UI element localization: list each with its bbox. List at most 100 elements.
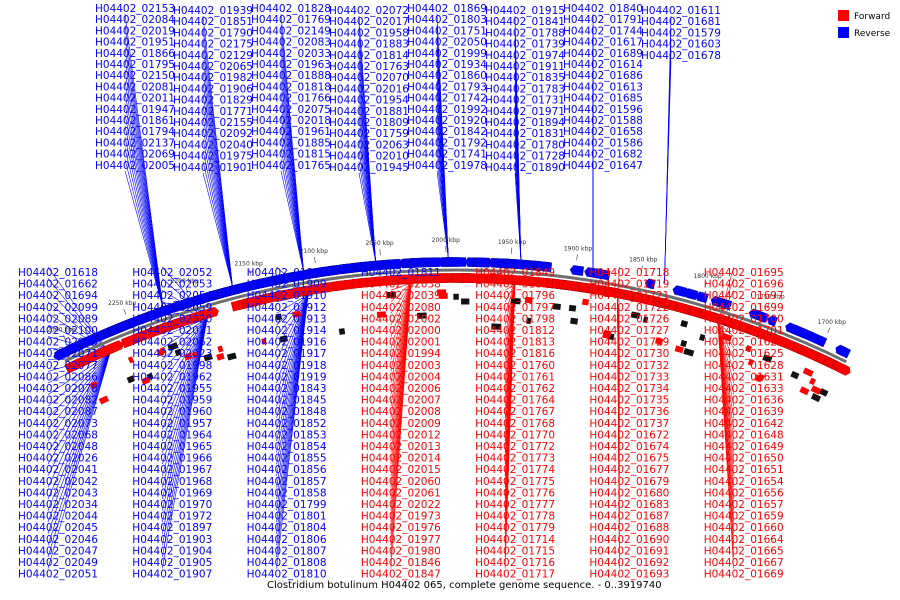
- forward-gene-label: H04402_01654: [704, 476, 784, 488]
- reverse-gene-label: H04402_01961: [251, 126, 331, 138]
- reverse-gene-label: H04402_01835: [485, 72, 565, 84]
- reverse-gene-label: H04402_02083: [251, 37, 331, 49]
- forward-gene-label: H04402_02012: [361, 429, 441, 441]
- reverse-gene-label: H04402_01939: [173, 5, 253, 17]
- forward-gene-label: H04402_01675: [589, 453, 669, 465]
- reverse-gene-label: H04402_01954: [329, 95, 409, 107]
- marker-shape: [680, 339, 688, 348]
- forward-gene-label: H04402_02007: [361, 395, 441, 407]
- scale-tick-mark: [314, 256, 316, 263]
- forward-gene-label: H04402_01714: [475, 534, 555, 546]
- reverse-gene-arrow-shape: [478, 257, 489, 268]
- reverse-gene-label: H04402_01689: [563, 48, 643, 60]
- reverse-gene-label: H04402_01808: [247, 557, 327, 569]
- scale-tick-label: 1900 kbp: [564, 245, 592, 252]
- forward-gene-label: H04402_01660: [704, 522, 784, 534]
- reverse-gene-leader-line: [124, 137, 164, 308]
- legend: Forward Reverse: [838, 10, 891, 39]
- legend-swatch-forward: [838, 10, 849, 21]
- reverse-gene-label: H04402_01911: [485, 61, 565, 73]
- forward-gene-label: H04402_01636: [704, 395, 784, 407]
- reverse-gene-label: H04402_01842: [407, 126, 487, 138]
- reverse-gene-label: H04402_02045: [18, 522, 98, 534]
- reverse-feature-marker: [568, 304, 577, 312]
- legend-swatch-reverse: [838, 27, 849, 38]
- reverse-gene-label: H04402_01999: [407, 48, 487, 60]
- forward-gene-label: H04402_01687: [589, 511, 669, 523]
- reverse-gene-label: H04402_02062: [132, 337, 212, 349]
- forward-gene-label: H04402_01722: [589, 302, 669, 314]
- reverse-gene-label: H04402_01794: [95, 126, 175, 138]
- forward-gene-leader-line: [504, 283, 515, 291]
- forward-gene-label: H04402_01642: [704, 418, 784, 430]
- reverse-gene-leader-line: [162, 317, 208, 372]
- reverse-gene-label: H04402_01909: [247, 279, 327, 291]
- reverse-gene-label: H04402_01682: [563, 149, 643, 161]
- reverse-gene-label: H04402_02018: [251, 115, 331, 127]
- reverse-gene-label: H04402_01843: [247, 383, 327, 395]
- forward-gene-label: H04402_01631: [704, 371, 784, 383]
- reverse-gene-label: H04402_01905: [132, 557, 212, 569]
- reverse-gene-leader-line: [280, 170, 304, 272]
- forward-gene-leader-line: [617, 297, 620, 569]
- reverse-gene-label: H04402_01965: [132, 441, 212, 453]
- reverse-gene-label: H04402_01728: [485, 151, 565, 163]
- reverse-gene-label: H04402_02150: [95, 70, 175, 82]
- reverse-gene-label: H04402_02048: [18, 441, 98, 453]
- reverse-gene-label: H04402_01686: [563, 70, 643, 82]
- reverse-gene-leader-line: [276, 294, 309, 407]
- forward-gene-label: H04402_01700: [704, 313, 784, 325]
- forward-gene-label: H04402_01625: [704, 348, 784, 360]
- reverse-gene-label: H04402_01814: [329, 50, 409, 62]
- reverse-gene-arrow: [683, 288, 699, 301]
- reverse-gene-label: H04402_02100: [18, 325, 98, 337]
- forward-gene-label: H04402_01659: [704, 511, 784, 523]
- reverse-gene-label: H04402_01792: [407, 137, 487, 149]
- reverse-gene-leader-line: [124, 69, 164, 308]
- reverse-gene-label: H04402_01801: [247, 511, 327, 523]
- scale-tick-mark: [576, 254, 578, 261]
- reverse-gene-label: H04402_01806: [247, 534, 327, 546]
- reverse-gene-leader-line: [124, 148, 164, 308]
- forward-gene-label: H04402_01775: [475, 476, 555, 488]
- marker-shape: [217, 345, 224, 353]
- reverse-gene-leader-line: [358, 150, 376, 262]
- reverse-gene-arrow: [767, 315, 778, 327]
- reverse-gene-track: [53, 257, 851, 361]
- reverse-gene-label: H04402_01829: [173, 95, 253, 107]
- forward-gene-leader-line: [717, 322, 734, 372]
- reverse-gene-leader-line: [276, 294, 309, 314]
- genome-backbone: [64, 268, 847, 364]
- reverse-gene-leader-line: [162, 318, 208, 523]
- forward-gene-label: H04402_01715: [475, 545, 555, 557]
- reverse-gene-label: H04402_02023: [132, 348, 212, 360]
- reverse-gene-label: H04402_01840: [563, 3, 643, 15]
- forward-gene-leader-line: [390, 282, 412, 303]
- reverse-gene-label: H04402_02026: [18, 453, 98, 465]
- reverse-gene-label: H04402_01603: [641, 39, 721, 51]
- forward-gene-label: H04402_02060: [361, 476, 441, 488]
- reverse-gene-leader-line: [124, 92, 164, 308]
- forward-gene-label: H04402_01847: [361, 569, 441, 581]
- forward-gene-label: H04402_01761: [475, 371, 555, 383]
- marker-shape: [98, 395, 110, 405]
- forward-gene-label: H04402_01674: [589, 441, 669, 453]
- scale-tick-label: 1950 kbp: [498, 239, 526, 246]
- reverse-gene-label: H04402_01907: [132, 569, 212, 581]
- reverse-gene-label: H04402_01790: [173, 27, 253, 39]
- reverse-gene-leader-line: [202, 127, 233, 287]
- reverse-gene-label: H04402_02011: [95, 93, 175, 105]
- reverse-gene-label: H04402_01596: [563, 104, 643, 116]
- forward-gene-label: H04402_01721: [589, 290, 669, 302]
- reverse-gene-label: H04402_01955: [132, 383, 212, 395]
- marker-shape: [453, 293, 459, 300]
- reverse-gene-label: H04402_01739: [485, 39, 565, 51]
- forward-gene-label: H04402_01688: [589, 522, 669, 534]
- reverse-feature-marker: [570, 317, 579, 325]
- forward-gene-label: H04402_02004: [361, 371, 441, 383]
- forward-gene-label: H04402_02038: [361, 279, 441, 291]
- reverse-gene-label: H04402_01831: [485, 128, 565, 140]
- reverse-gene-arrow-shape: [644, 278, 656, 290]
- reverse-gene-label: H04402_02053: [132, 279, 212, 291]
- reverse-gene-arrow: [816, 335, 828, 348]
